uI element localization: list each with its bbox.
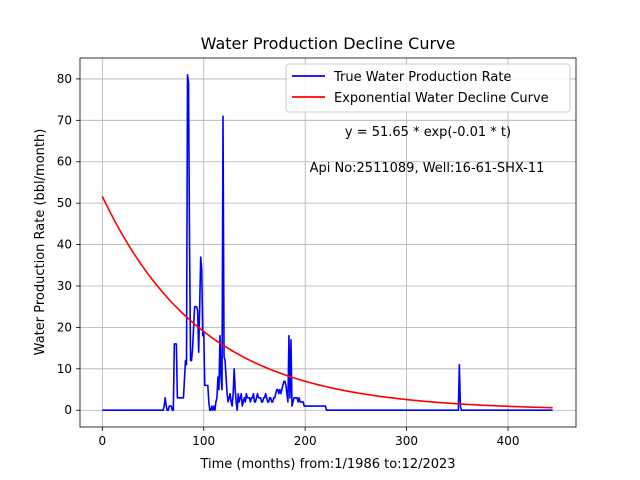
y-tick-label: 50 (57, 196, 72, 210)
well-annotation: Api No:2511089, Well:16-61-SHX-11 (310, 161, 545, 176)
x-axis-label: Time (months) from:1/1986 to:12/2023 (199, 457, 455, 472)
x-axis-ticks: 0 100 200 300 400 (98, 427, 519, 448)
y-tick-label: 30 (57, 279, 72, 293)
y-tick-label: 20 (57, 320, 72, 334)
y-tick-label: 10 (57, 362, 72, 376)
x-tick-label: 0 (98, 434, 106, 448)
y-tick-label: 0 (64, 403, 72, 417)
chart-title: Water Production Decline Curve (201, 34, 456, 53)
y-axis-label: Water Production Rate (bbl/month) (33, 129, 48, 356)
y-axis-ticks: 0 10 20 30 40 50 60 70 80 (57, 72, 80, 417)
series-line-true-rate (102, 73, 553, 412)
plot-frame (79, 57, 577, 428)
x-tick-label: 300 (395, 434, 418, 448)
legend-label-true-rate: True Water Production Rate (333, 70, 511, 85)
equation-annotation: y = 51.65 * exp(-0.01 * t) (345, 125, 511, 140)
legend-label-exponential-curve: Exponential Water Decline Curve (334, 91, 549, 106)
x-tick-label: 100 (192, 434, 215, 448)
legend-box (285, 63, 571, 113)
y-tick-label: 70 (57, 113, 72, 127)
series-layer (101, 73, 553, 412)
legend: True Water Production Rate Exponential W… (285, 63, 571, 113)
y-tick-label: 40 (57, 238, 72, 252)
y-tick-label: 80 (57, 72, 72, 86)
x-tick-label: 400 (497, 434, 520, 448)
y-tick-label: 60 (57, 155, 72, 169)
series-line-exponential-curve (101, 195, 553, 409)
grid-lines (80, 58, 576, 427)
x-tick-label: 200 (294, 434, 317, 448)
